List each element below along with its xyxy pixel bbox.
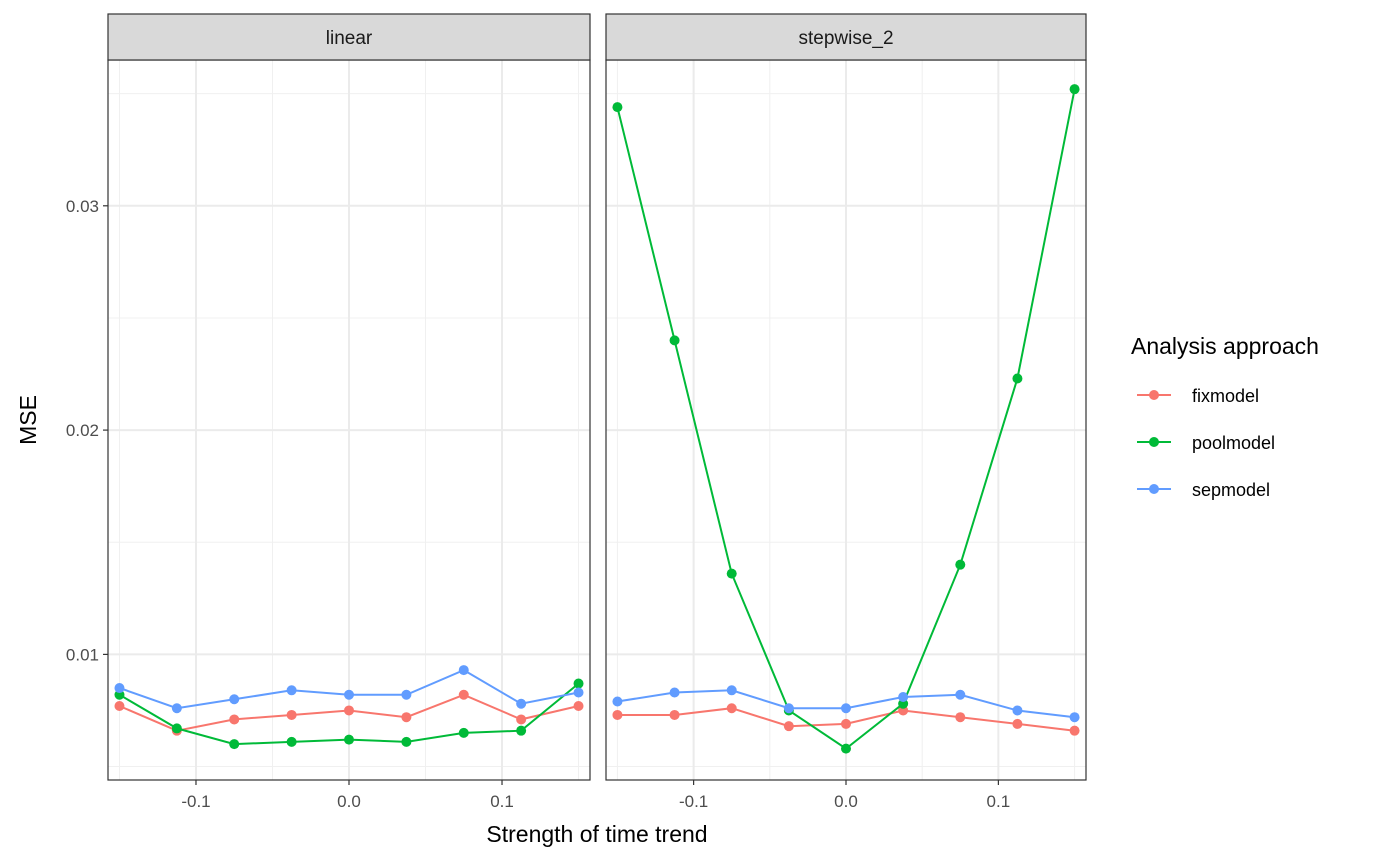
legend: Analysis approach fixmodel poolmodel sepmo… xyxy=(1131,333,1319,500)
panel-linear: linear -0.1 0.0 0.1 xyxy=(107,13,591,811)
data-point-fixmodel xyxy=(573,700,584,711)
data-point-sepmodel xyxy=(344,689,354,700)
data-point-sepmodel xyxy=(726,685,737,696)
data-point-sepmodel xyxy=(516,698,527,709)
y-axis-title: MSE xyxy=(15,395,41,445)
data-point-sepmodel xyxy=(229,694,240,705)
data-point-poolmodel xyxy=(344,734,354,745)
data-point-poolmodel xyxy=(1012,373,1023,384)
legend-item-fixmodel: fixmodel xyxy=(1137,386,1259,406)
facet-label: stepwise_2 xyxy=(798,28,893,49)
data-point-fixmodel xyxy=(114,700,125,711)
data-point-poolmodel xyxy=(1069,84,1080,95)
data-point-sepmodel xyxy=(114,683,125,694)
data-point-fixmodel xyxy=(726,703,737,714)
x-tick-label: 0.0 xyxy=(337,792,361,811)
data-point-fixmodel xyxy=(516,714,527,725)
data-point-fixmodel xyxy=(783,721,794,732)
data-point-fixmodel xyxy=(841,718,851,729)
data-point-fixmodel xyxy=(458,689,469,700)
data-point-fixmodel xyxy=(669,709,680,720)
legend-key-point xyxy=(1149,484,1159,494)
legend-label: fixmodel xyxy=(1192,386,1259,406)
data-point-poolmodel xyxy=(229,739,240,750)
legend-label: poolmodel xyxy=(1192,433,1275,453)
data-point-fixmodel xyxy=(401,712,412,723)
data-point-fixmodel xyxy=(286,709,297,720)
data-point-sepmodel xyxy=(1069,712,1080,723)
panel-stepwise_2: stepwise_2 -0.1 0.0 0.1 xyxy=(605,13,1087,811)
legend-item-poolmodel: poolmodel xyxy=(1137,433,1275,453)
data-point-sepmodel xyxy=(171,703,182,714)
x-tick-label: -0.1 xyxy=(181,792,210,811)
data-point-sepmodel xyxy=(286,685,297,696)
data-point-poolmodel xyxy=(955,559,966,570)
data-point-poolmodel xyxy=(841,743,851,754)
y-tick-label: 0.01 xyxy=(66,645,99,664)
panels: linear -0.1 0.0 0.1 stepwise_2 -0.1 0.0 0.1 xyxy=(107,13,1087,811)
data-point-sepmodel xyxy=(401,689,412,700)
data-point-fixmodel xyxy=(1012,718,1023,729)
data-point-sepmodel xyxy=(841,703,851,714)
data-point-sepmodel xyxy=(612,696,623,707)
data-point-poolmodel xyxy=(573,678,584,689)
facet-label: linear xyxy=(326,28,373,49)
data-point-sepmodel xyxy=(955,689,966,700)
legend-key-point xyxy=(1149,437,1159,447)
data-point-poolmodel xyxy=(612,102,623,113)
legend-label: sepmodel xyxy=(1192,480,1270,500)
data-point-fixmodel xyxy=(612,709,623,720)
facet-strip xyxy=(107,13,591,61)
data-point-fixmodel xyxy=(955,712,966,723)
legend-title: Analysis approach xyxy=(1131,333,1319,359)
data-point-poolmodel xyxy=(726,568,737,579)
data-point-poolmodel xyxy=(171,723,182,734)
y-axis: 0.01 0.02 0.03 xyxy=(66,197,108,664)
data-point-poolmodel xyxy=(458,727,469,738)
data-point-sepmodel xyxy=(573,687,584,698)
data-point-sepmodel xyxy=(898,692,909,703)
data-point-fixmodel xyxy=(1069,725,1080,736)
data-point-sepmodel xyxy=(458,665,469,676)
legend-key-point xyxy=(1149,390,1159,400)
data-point-poolmodel xyxy=(286,736,297,747)
x-axis-title: Strength of time trend xyxy=(486,821,707,847)
data-point-poolmodel xyxy=(401,736,412,747)
data-point-poolmodel xyxy=(669,335,680,346)
data-point-poolmodel xyxy=(516,725,527,736)
legend-item-sepmodel: sepmodel xyxy=(1137,480,1270,500)
x-tick-label: 0.1 xyxy=(490,792,514,811)
data-point-sepmodel xyxy=(669,687,680,698)
data-point-fixmodel xyxy=(344,705,354,716)
x-tick-label: 0.0 xyxy=(834,792,858,811)
data-point-fixmodel xyxy=(229,714,240,725)
y-tick-label: 0.03 xyxy=(66,197,99,216)
facet-strip xyxy=(605,13,1087,61)
y-tick-label: 0.02 xyxy=(66,421,99,440)
x-tick-label: 0.1 xyxy=(987,792,1011,811)
data-point-sepmodel xyxy=(1012,705,1023,716)
x-tick-label: -0.1 xyxy=(679,792,708,811)
data-point-sepmodel xyxy=(783,703,794,714)
